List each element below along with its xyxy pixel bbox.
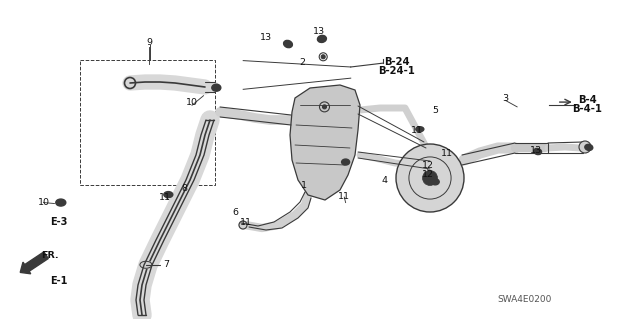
Text: 6: 6 <box>232 208 239 217</box>
Ellipse shape <box>284 41 292 48</box>
Text: 10: 10 <box>38 198 49 207</box>
Text: SWA4E0200: SWA4E0200 <box>498 295 552 304</box>
Circle shape <box>422 171 438 185</box>
Ellipse shape <box>212 84 221 91</box>
Ellipse shape <box>534 148 541 155</box>
Ellipse shape <box>431 179 439 185</box>
Text: 7: 7 <box>163 260 170 269</box>
Text: B-24: B-24 <box>384 56 410 67</box>
Text: 1: 1 <box>301 181 307 189</box>
Ellipse shape <box>585 144 593 151</box>
Circle shape <box>125 78 136 88</box>
Text: 3: 3 <box>502 94 509 103</box>
Text: 11: 11 <box>159 193 171 202</box>
Ellipse shape <box>416 127 424 132</box>
Circle shape <box>321 55 325 59</box>
Circle shape <box>239 221 247 229</box>
Text: 11: 11 <box>339 192 350 201</box>
Circle shape <box>396 144 464 212</box>
Text: 12: 12 <box>422 161 433 170</box>
Text: 13: 13 <box>260 33 271 42</box>
Ellipse shape <box>164 192 173 197</box>
Text: 10: 10 <box>186 98 198 107</box>
Text: 2: 2 <box>300 58 306 67</box>
Text: E-1: E-1 <box>50 276 68 286</box>
Text: 13: 13 <box>531 146 542 155</box>
Text: 9: 9 <box>146 38 152 47</box>
Text: FR.: FR. <box>41 251 59 260</box>
Text: 11: 11 <box>241 218 252 227</box>
Text: B-4-1: B-4-1 <box>573 104 602 114</box>
Text: 11: 11 <box>441 149 452 158</box>
FancyArrow shape <box>20 252 48 274</box>
Text: 11: 11 <box>412 126 423 135</box>
Circle shape <box>579 141 591 153</box>
Ellipse shape <box>56 199 66 206</box>
Text: 5: 5 <box>432 106 438 115</box>
Polygon shape <box>290 85 360 200</box>
Circle shape <box>323 105 326 109</box>
Text: E-3: E-3 <box>50 217 68 227</box>
Text: 8: 8 <box>181 184 188 193</box>
Text: 13: 13 <box>313 27 324 36</box>
Text: 12: 12 <box>422 170 433 179</box>
Text: B-24-1: B-24-1 <box>378 66 415 76</box>
Ellipse shape <box>342 159 349 165</box>
Ellipse shape <box>317 35 326 42</box>
Ellipse shape <box>140 261 152 268</box>
Text: 4: 4 <box>381 176 387 185</box>
Text: B-4: B-4 <box>578 95 597 105</box>
